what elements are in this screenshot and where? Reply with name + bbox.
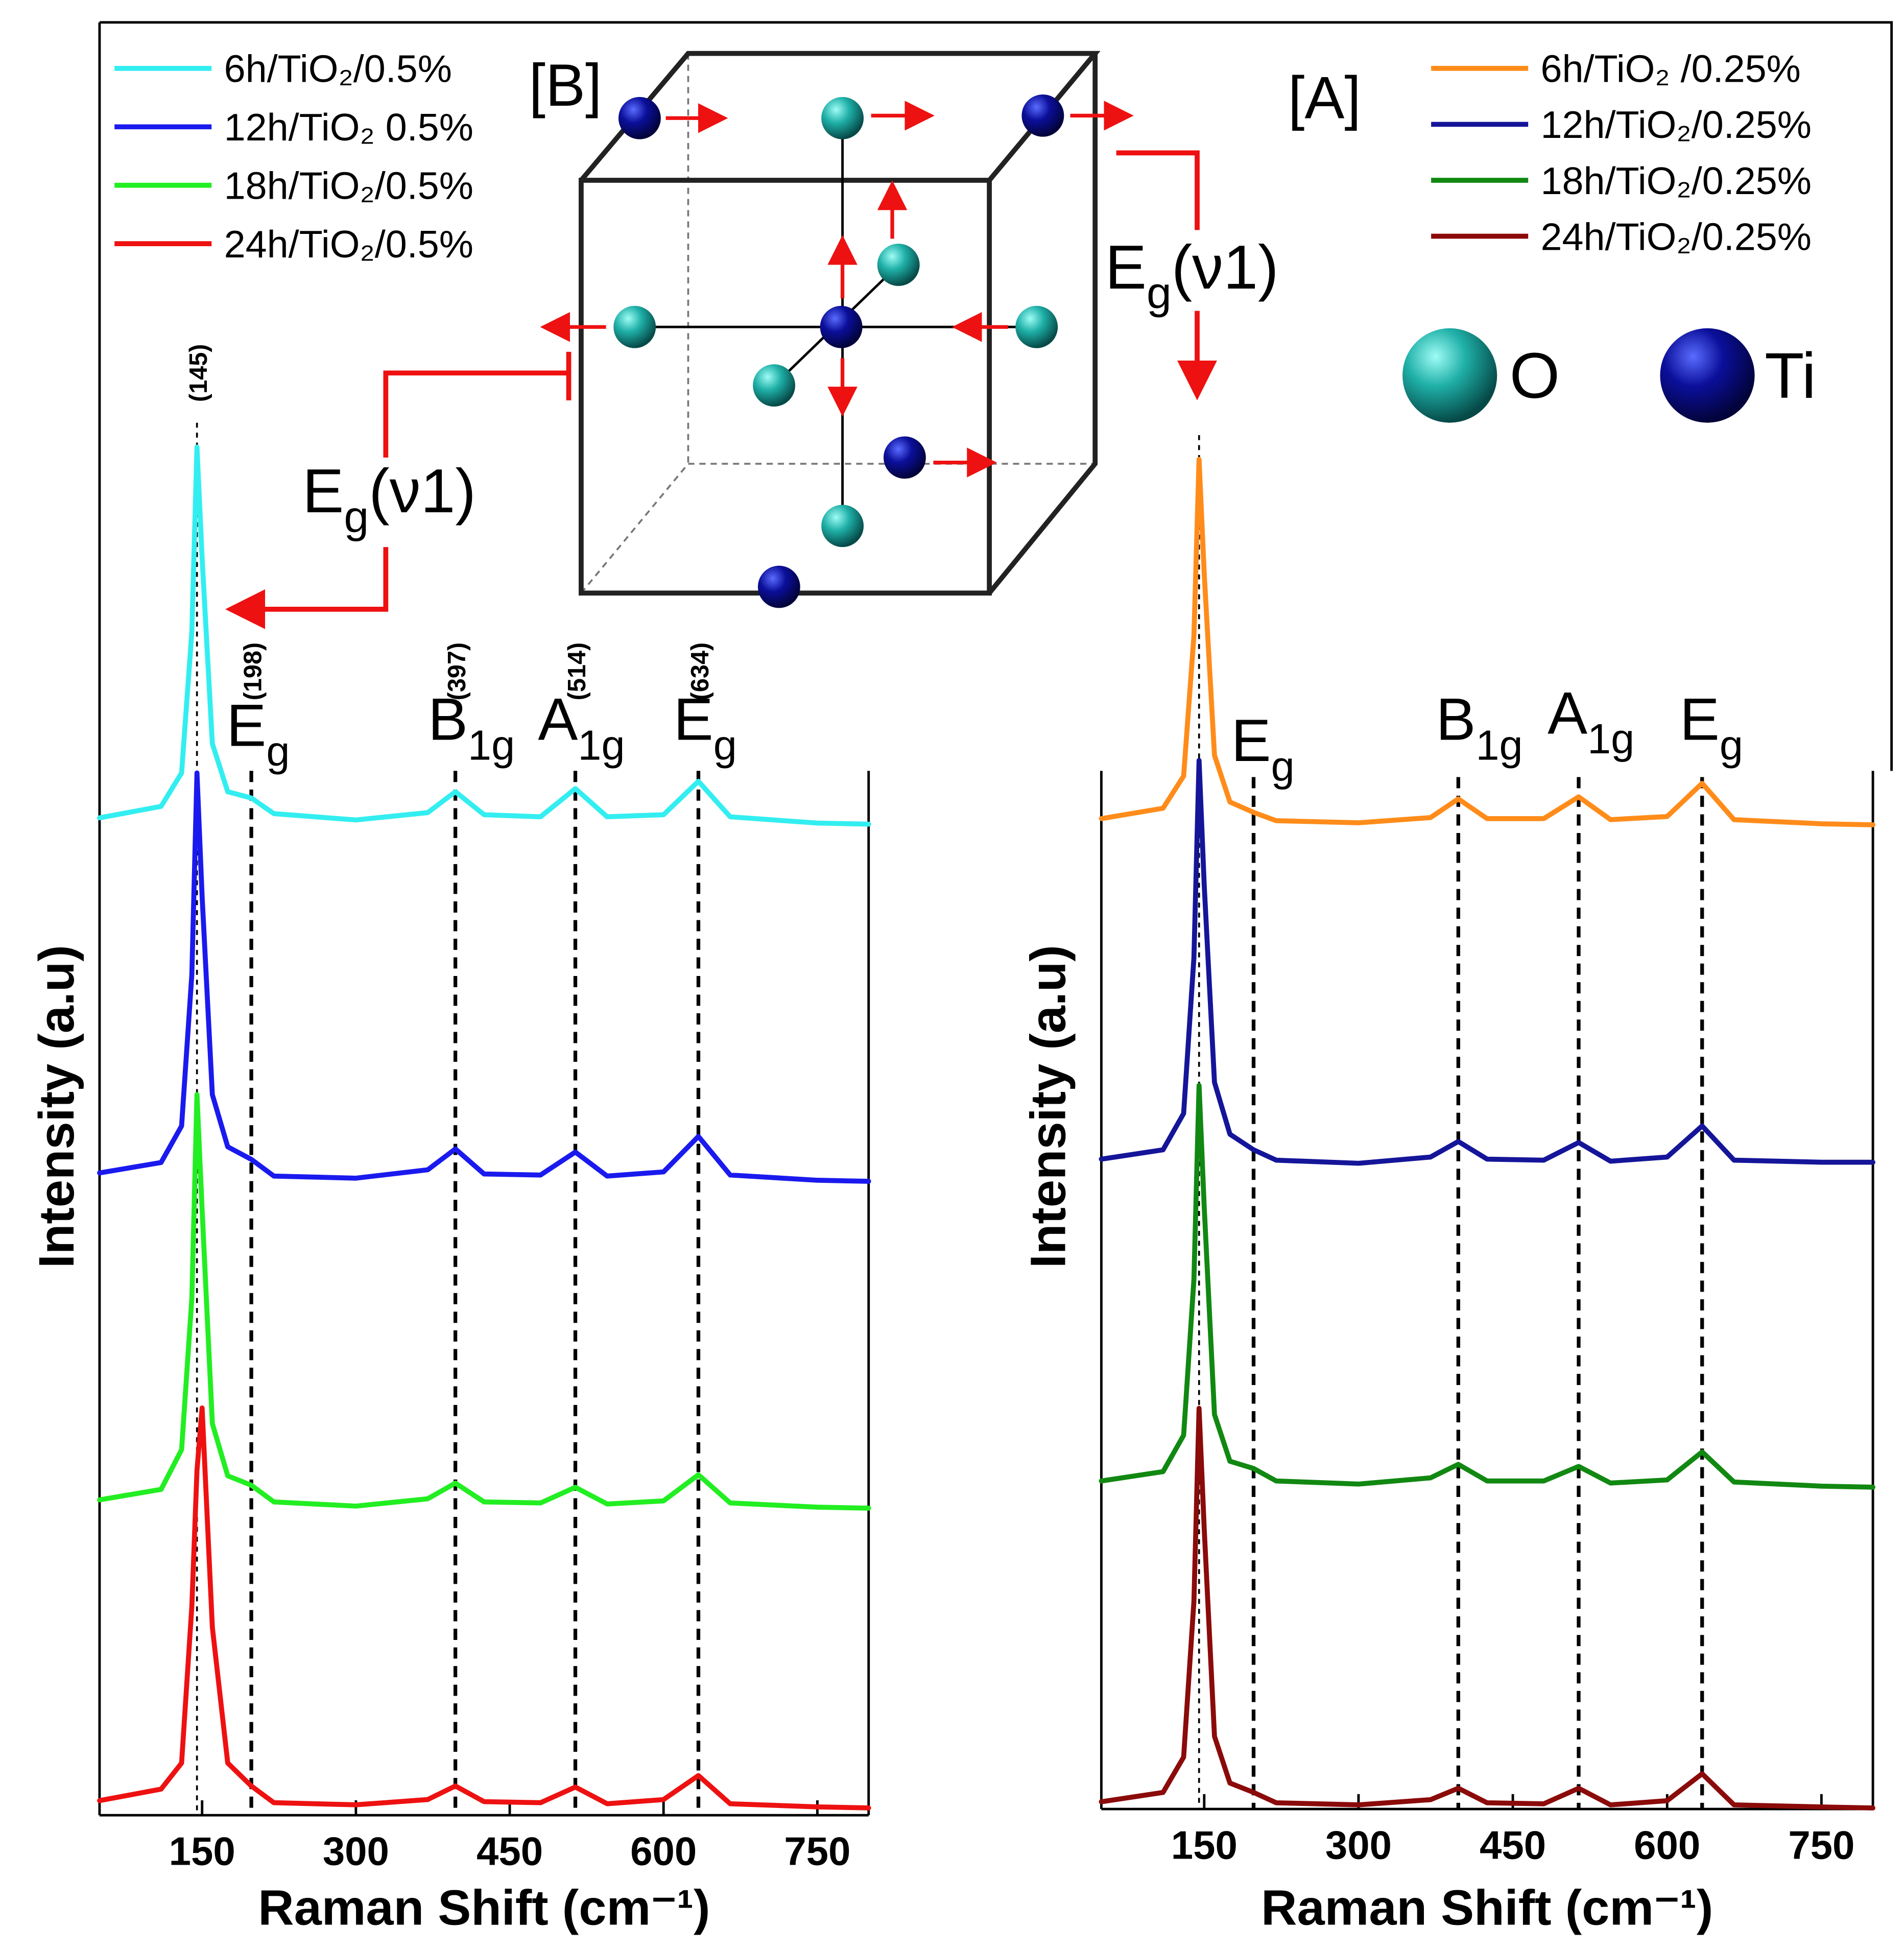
mode-letter: E — [1231, 707, 1271, 774]
mode-sub: 1g — [1587, 715, 1634, 763]
x-tick-label: 300 — [323, 1829, 389, 1874]
legend-label: 6h/TiO₂ /0.25% — [1541, 47, 1801, 90]
mode-label: Eg — [1231, 707, 1295, 790]
legend-label: 24h/TiO₂/0.5% — [224, 223, 473, 266]
frame — [99, 21, 1893, 771]
callout-sub: g — [1147, 268, 1172, 318]
spectrum-line — [97, 1405, 871, 1811]
mode-label: B1g — [1436, 686, 1522, 769]
mode-letter: A — [1548, 679, 1587, 746]
x-tick-label: 150 — [169, 1829, 235, 1874]
mode-letter: E — [674, 686, 713, 753]
mode-sub: 1g — [468, 721, 515, 769]
mode-label: A1g — [1548, 679, 1634, 763]
spectrum-line — [97, 444, 871, 827]
callout-connectors — [225, 150, 1217, 629]
legend-label: 12h/TiO₂ 0.5% — [224, 106, 473, 149]
mode-sub: g — [266, 728, 290, 775]
peak-label: (145) — [185, 344, 212, 402]
legend-label: 24h/TiO₂/0.25% — [1541, 215, 1812, 258]
atom-key-label: Ti — [1765, 339, 1816, 412]
spectrum-line — [97, 1092, 871, 1511]
oxygen-atoms — [613, 97, 1058, 547]
x-tick-label: 600 — [630, 1829, 697, 1874]
mode-letter: E — [1680, 686, 1720, 753]
legend-label: 12h/TiO₂/0.25% — [1541, 103, 1812, 146]
mode-letter: B — [428, 686, 468, 753]
mode-label: B1g — [428, 686, 515, 769]
mode-label: Eg — [674, 686, 737, 769]
mode-label: Eg — [1680, 686, 1743, 769]
y-axis-label: Intensity (a.u) — [1020, 945, 1076, 1268]
inset-label: [B] — [529, 52, 602, 118]
x-axis-label: Raman Shift (cm⁻¹) — [1261, 1879, 1713, 1935]
mode-label: Eg — [226, 692, 290, 775]
callout-suffix: (ν1) — [369, 456, 476, 526]
atom-key-label: O — [1510, 339, 1560, 412]
oxygen-key — [1402, 328, 1497, 423]
x-tick-label: 750 — [1788, 1822, 1854, 1867]
spectrum-line — [1099, 1406, 1875, 1811]
crystal-inset: [B] O Ti — [529, 51, 1816, 608]
x-tick-label: 450 — [477, 1829, 543, 1874]
x-tick-label: 600 — [1634, 1822, 1700, 1867]
mode-sub: g — [1720, 721, 1743, 769]
peak-label: (514) — [563, 642, 591, 701]
titanium-atoms — [618, 94, 1064, 608]
x-tick-label: 300 — [1325, 1822, 1392, 1867]
mode-letter: B — [1436, 686, 1475, 753]
legend-label: 18h/TiO₂/0.25% — [1541, 159, 1812, 202]
outer-frame — [99, 21, 1893, 771]
callout-suffix: (ν1) — [1172, 232, 1279, 302]
x-tick-label: 450 — [1480, 1822, 1546, 1867]
mode-letter: A — [538, 686, 578, 753]
mode-letter: E — [226, 692, 266, 759]
mode-sub: g — [713, 721, 737, 769]
mode-label: A1g — [538, 686, 625, 769]
x-tick-label: 750 — [784, 1829, 850, 1874]
peak-label: (397) — [443, 642, 471, 701]
callout-text: E — [302, 456, 344, 526]
legend-label: 6h/TiO₂/0.5% — [224, 47, 452, 90]
callout-text: E — [1105, 232, 1147, 302]
spectrum-line — [1099, 758, 1875, 1166]
mode-sub: 1g — [1475, 721, 1522, 769]
x-tick-label: 150 — [1171, 1822, 1237, 1867]
panel-label: [A] — [1288, 64, 1361, 131]
spectrum-line — [1099, 457, 1875, 827]
titanium-key — [1660, 328, 1755, 423]
mode-sub: g — [1271, 743, 1295, 790]
mode-sub: 1g — [578, 721, 625, 769]
mode-callout: Eg(ν1) — [1105, 232, 1279, 318]
peak-label: (198) — [240, 642, 267, 701]
mode-callout: Eg(ν1) — [302, 456, 476, 542]
callout-sub: g — [344, 492, 369, 542]
displacement-arrows — [540, 101, 1134, 478]
peak-label: (634) — [686, 642, 714, 701]
legend-label: 18h/TiO₂/0.5% — [224, 164, 473, 207]
spectrum-line — [97, 770, 871, 1184]
spectrum-line — [1099, 1083, 1875, 1490]
y-axis-label: Intensity (a.u) — [29, 945, 84, 1268]
x-axis-label: Raman Shift (cm⁻¹) — [258, 1879, 710, 1935]
